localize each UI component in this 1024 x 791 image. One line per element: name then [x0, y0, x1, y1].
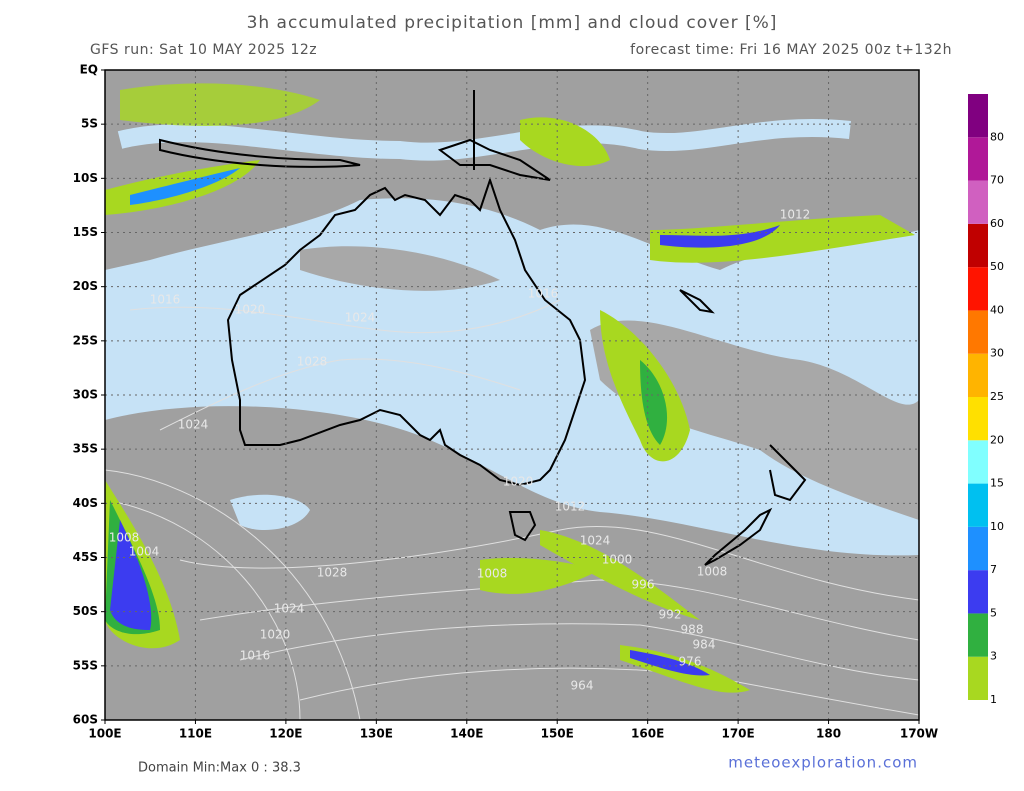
colorbar-swatch: [968, 613, 988, 657]
lat-label: 40S: [73, 496, 98, 510]
isobar-label: 1020: [235, 303, 266, 317]
isobar-label: 964: [571, 679, 594, 693]
isobar-label: 988: [681, 623, 704, 637]
colorbar-swatch: [968, 440, 988, 484]
lon-label: 170E: [721, 727, 754, 741]
isobar-label: 1008: [109, 531, 140, 545]
lon-label: 110E: [179, 727, 212, 741]
colorbar-label: 25: [990, 390, 1004, 403]
colorbar-label: 80: [990, 130, 1004, 143]
isobar-label: 1004: [129, 545, 160, 559]
map-area: 1016 1020 1024 1028 1024 1016 1012 1020 1012 1024…: [105, 70, 919, 720]
lat-label: 20S: [73, 279, 98, 293]
colorbar-swatch: [968, 397, 988, 441]
domain-minmax: Domain Min:Max 0 : 38.3: [138, 761, 301, 776]
colorbar-label: 1: [990, 693, 997, 706]
colorbar-label: 3: [990, 650, 997, 663]
isobar-label: 1024: [274, 602, 305, 616]
lon-label: 150E: [541, 727, 574, 741]
lon-label: 170W: [900, 727, 938, 741]
isobar-label: 1012: [780, 208, 811, 222]
cloud-cover: [105, 70, 919, 270]
axes: EQ5S10S15S20S25S30S35S40S45S50S55S60S100…: [73, 63, 938, 741]
colorbar-label: 5: [990, 606, 997, 619]
colorbar-label: 60: [990, 217, 1004, 230]
isobar-label: 1020: [260, 628, 291, 642]
colorbar-swatch: [968, 483, 988, 527]
lat-label: 60S: [73, 713, 98, 727]
isobar-label: 1008: [477, 567, 508, 581]
lon-label: 160E: [631, 727, 664, 741]
lat-label: EQ: [80, 63, 98, 77]
run-time: GFS run: Sat 10 MAY 2025 12z: [90, 42, 317, 58]
lat-label: 45S: [73, 550, 98, 564]
isobar-label: 1020: [503, 475, 534, 489]
isobar-label: 1028: [317, 566, 348, 580]
colorbar-label: 70: [990, 174, 1004, 187]
isobar-label: 984: [693, 638, 716, 652]
colorbar-label: 15: [990, 477, 1004, 490]
colorbar-swatch: [968, 267, 988, 311]
precipitation: [105, 83, 915, 693]
lat-label: 50S: [73, 604, 98, 618]
lat-label: 10S: [73, 171, 98, 185]
colorbar-label: 7: [990, 563, 997, 576]
colorbar-swatch: [968, 526, 988, 571]
isobar-label: 1024: [580, 534, 611, 548]
colorbar-label: 40: [990, 303, 1004, 316]
isobar-label: 1016: [528, 287, 559, 301]
map-title: 3h accumulated precipitation [mm] and cl…: [247, 13, 778, 33]
forecast-time: forecast time: Fri 16 MAY 2025 00z t+132…: [630, 42, 952, 58]
isobar-label: 1016: [240, 649, 271, 663]
colorbar-swatch: [968, 223, 988, 268]
colorbar-label: 50: [990, 260, 1004, 273]
lon-label: 180: [816, 727, 841, 741]
lat-label: 30S: [73, 388, 98, 402]
colorbar-swatch: [968, 310, 988, 354]
colorbar-label: 20: [990, 433, 1004, 446]
graticule: [105, 70, 919, 720]
isobar-label: 1028: [297, 355, 328, 369]
isobar-label: 1024: [345, 311, 376, 325]
isobar-label: 1016: [150, 293, 181, 307]
lon-label: 100E: [88, 727, 121, 741]
clear-sky: [117, 118, 851, 161]
isobar-label: 992: [659, 608, 682, 622]
colorbar-label: 10: [990, 520, 1004, 533]
lat-label: 25S: [73, 333, 98, 347]
isobar-label: 996: [632, 578, 655, 592]
cloud-cover: [300, 246, 500, 291]
isobar-label: 1000: [602, 553, 633, 567]
cloud-cover: [590, 320, 919, 520]
colorbar: 1 3 5 7 10 15 20 25 30 40 50 60 70 80: [968, 94, 1004, 706]
colorbar-swatch: [968, 656, 988, 700]
lat-label: 5S: [81, 117, 98, 131]
isobar-label: 976: [679, 655, 702, 669]
lat-label: 35S: [73, 442, 98, 456]
colorbar-swatch: [968, 570, 988, 614]
lon-label: 130E: [360, 727, 393, 741]
lon-label: 120E: [269, 727, 302, 741]
isobar-label: 1012: [555, 500, 586, 514]
lat-label: 55S: [73, 658, 98, 672]
isobar-labels: 1016 1020 1024 1028 1024 1016 1012 1020 1012 1024…: [109, 208, 811, 693]
colorbar-label: 30: [990, 347, 1004, 360]
isobar-label: 1008: [697, 565, 728, 579]
isobar-label: 1024: [178, 418, 209, 432]
colorbar-swatch: [968, 137, 988, 181]
colorbar-swatch: [968, 94, 988, 138]
lon-label: 140E: [450, 727, 483, 741]
credit: meteoexploration.com: [728, 754, 918, 772]
lat-label: 15S: [73, 225, 98, 239]
colorbar-swatch: [968, 180, 988, 224]
colorbar-swatch: [968, 353, 988, 397]
